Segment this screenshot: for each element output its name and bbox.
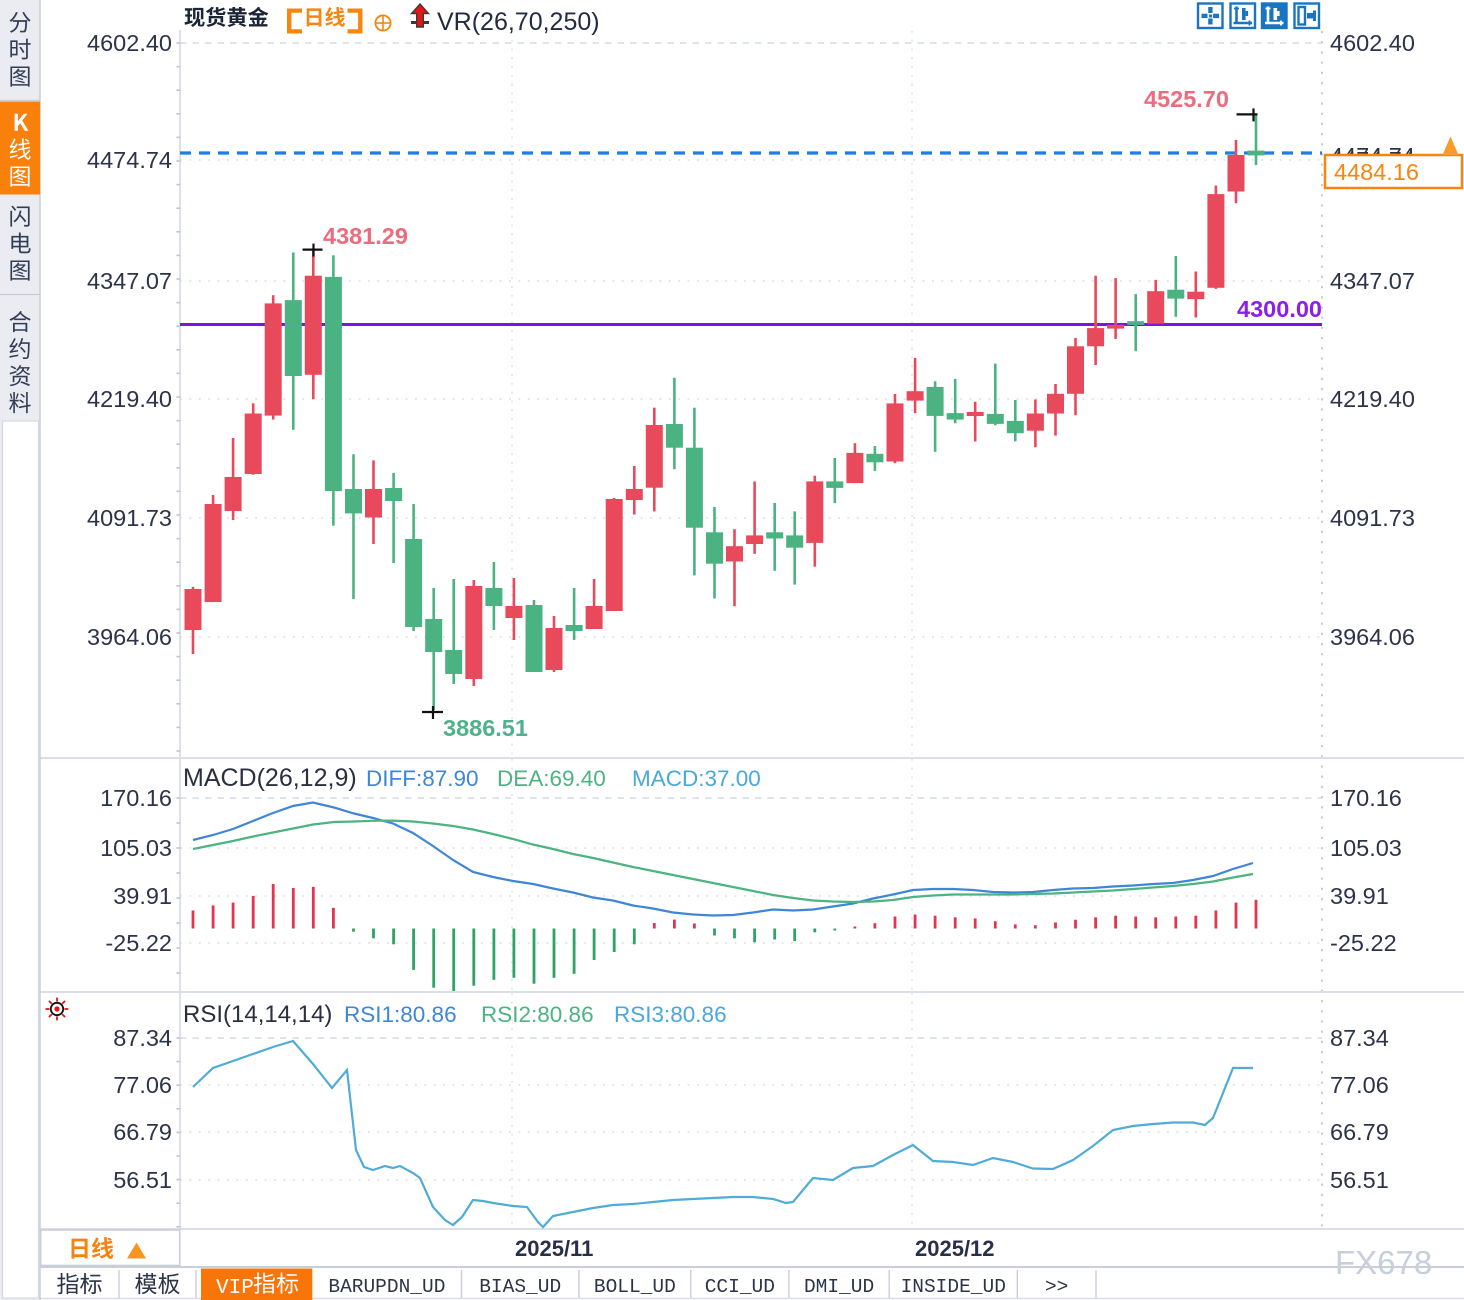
svg-text:>>: >> [1045,1276,1068,1298]
svg-text:INSIDE_UD: INSIDE_UD [901,1276,1006,1298]
svg-text:4484.16: 4484.16 [1334,159,1419,185]
svg-text:BOLL_UD: BOLL_UD [594,1276,676,1298]
svg-text:170.16: 170.16 [100,785,172,811]
svg-text:77.06: 77.06 [1330,1072,1389,1098]
svg-text:4219.40: 4219.40 [87,386,172,412]
svg-text:4602.40: 4602.40 [87,30,172,56]
svg-text:39.91: 39.91 [1330,883,1389,909]
svg-text:4602.40: 4602.40 [1330,30,1415,56]
svg-text:87.34: 87.34 [113,1025,172,1051]
svg-text:-25.22: -25.22 [105,930,172,956]
svg-text:3964.06: 3964.06 [1330,624,1415,650]
svg-text:105.03: 105.03 [100,835,172,861]
svg-text:DMI_UD: DMI_UD [804,1276,874,1298]
svg-text:DEA:69.40: DEA:69.40 [497,766,606,791]
svg-text:4381.29: 4381.29 [323,223,408,249]
svg-text:MACD(26,12,9): MACD(26,12,9) [183,764,357,792]
svg-text:BIAS_UD: BIAS_UD [479,1276,561,1298]
svg-text:105.03: 105.03 [1330,835,1402,861]
svg-text:BARUPDN_UD: BARUPDN_UD [328,1276,445,1298]
svg-text:CCI_UD: CCI_UD [705,1276,775,1298]
svg-text:56.51: 56.51 [1330,1167,1389,1193]
svg-text:4525.70: 4525.70 [1144,86,1229,112]
svg-text:DIFF:87.90: DIFF:87.90 [366,766,479,791]
svg-text:MACD:37.00: MACD:37.00 [632,766,761,791]
svg-text:4347.07: 4347.07 [87,268,172,294]
svg-text:VIP: VIP [216,1277,254,1300]
svg-text:4474.74: 4474.74 [87,147,172,173]
svg-text:-25.22: -25.22 [1330,930,1397,956]
svg-text:66.79: 66.79 [113,1119,172,1145]
svg-text:66.79: 66.79 [1330,1119,1389,1145]
svg-text:56.51: 56.51 [113,1167,172,1193]
svg-text:RSI(14,14,14): RSI(14,14,14) [183,1001,332,1028]
svg-text:87.34: 87.34 [1330,1025,1389,1051]
svg-text:3886.51: 3886.51 [443,715,528,741]
svg-text:4091.73: 4091.73 [1330,505,1415,531]
svg-text:RSI1:80.86: RSI1:80.86 [344,1002,457,1027]
svg-text:77.06: 77.06 [113,1072,172,1098]
svg-text:4091.73: 4091.73 [87,505,172,531]
svg-text:4347.07: 4347.07 [1330,268,1415,294]
svg-text:FX678: FX678 [1335,1244,1432,1281]
svg-text:2025/11: 2025/11 [515,1236,593,1261]
svg-text:2025/12: 2025/12 [915,1236,995,1261]
svg-text:4300.00: 4300.00 [1237,296,1322,322]
svg-text:4219.40: 4219.40 [1330,386,1415,412]
svg-text:3964.06: 3964.06 [87,624,172,650]
svg-text:170.16: 170.16 [1330,785,1402,811]
svg-text:RSI3:80.86: RSI3:80.86 [614,1002,727,1027]
svg-text:RSI2:80.86: RSI2:80.86 [481,1002,594,1027]
svg-text:VR(26,70,250): VR(26,70,250) [437,8,600,36]
svg-text:39.91: 39.91 [113,883,172,909]
